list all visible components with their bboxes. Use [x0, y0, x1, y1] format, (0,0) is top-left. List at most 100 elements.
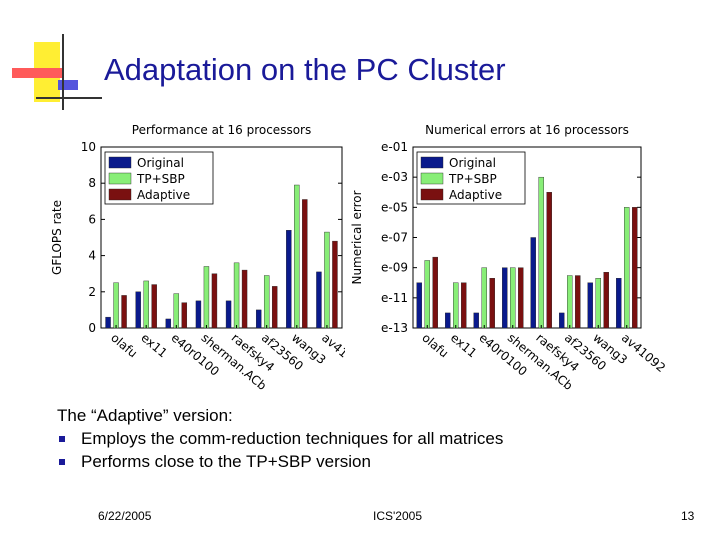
bar [121, 295, 127, 329]
bar [489, 278, 495, 329]
legend-label: Original [137, 156, 184, 170]
bar [461, 282, 467, 329]
bar [225, 300, 232, 329]
legend-label: Adaptive [137, 188, 190, 202]
slide-title: Adaptation on the PC Cluster [104, 52, 506, 87]
bar [332, 240, 338, 329]
bar [538, 176, 544, 329]
legend-label: TP+SBP [448, 172, 497, 186]
numerical-error-chart: Numerical errors at 16 processors Numeric… [350, 123, 668, 390]
y-tick-label: 0 [88, 321, 96, 335]
bullet-item: Employs the comm-reduction techniques fo… [57, 427, 503, 450]
accent-blue-bar [58, 80, 78, 90]
bar [255, 309, 262, 329]
bar [432, 256, 438, 329]
bar [424, 260, 430, 329]
bar [173, 293, 180, 329]
legend-swatch [420, 172, 444, 185]
bullet-item: Performs close to the TP+SBP version [57, 450, 503, 473]
legend-label: TP+SBP [136, 172, 185, 186]
bar [624, 207, 630, 329]
bar [181, 302, 188, 329]
bar [302, 199, 308, 329]
intro-text: The “Adaptive” version: [57, 406, 233, 425]
y-tick-label: e-01 [381, 140, 408, 154]
bar [203, 266, 210, 329]
bar [518, 267, 524, 329]
bar [294, 184, 300, 329]
bullet-text: Employs the comm-reduction techniques fo… [81, 429, 504, 448]
legend-swatch [108, 172, 132, 185]
bar [567, 275, 573, 329]
bar [510, 267, 516, 329]
bar [286, 230, 292, 329]
y-tick-label: 4 [88, 249, 96, 263]
bar [481, 267, 487, 329]
legend-swatch [108, 156, 132, 169]
x-tick-label: ex11 [448, 331, 480, 361]
legend-swatch [108, 188, 132, 201]
legend-label: Original [449, 156, 496, 170]
performance-chart: Performance at 16 processors GFLOPS rate 0… [50, 123, 345, 390]
legend-label: Adaptive [449, 188, 502, 202]
y-tick-label: 8 [88, 176, 96, 190]
legend-swatch [420, 188, 444, 201]
bar [616, 278, 622, 329]
x-tick-label: olafu [108, 331, 140, 361]
bar [241, 269, 248, 329]
slide-body: The “Adaptive” version: Employs the comm… [57, 404, 503, 473]
accent-red-bar [12, 68, 64, 78]
bar [105, 316, 111, 329]
bar [595, 278, 601, 329]
accent-horizontal-line [36, 97, 102, 99]
y-tick-label: e-11 [381, 291, 408, 305]
footer-page-number: 13 [681, 509, 695, 523]
footer-conference: ICS'2005 [373, 509, 422, 523]
bar [195, 300, 202, 329]
bullet-square-icon [59, 435, 65, 442]
bar [271, 286, 278, 329]
y-tick-label: 6 [88, 212, 96, 226]
bar [211, 273, 218, 329]
bar [143, 280, 149, 329]
y-tick-label: e-07 [381, 231, 408, 245]
y-tick-label: e-09 [381, 261, 408, 275]
bar [233, 262, 240, 329]
bar [316, 271, 322, 329]
y-tick-label: e-13 [381, 321, 408, 335]
bar [502, 267, 508, 329]
y-axis-label: GFLOPS rate [50, 200, 64, 275]
bar [530, 237, 536, 329]
x-tick-label: ex11 [138, 331, 170, 361]
y-tick-label: 2 [88, 285, 96, 299]
accent-vertical-line [62, 34, 64, 110]
y-tick-label: 10 [81, 140, 96, 154]
x-tick-label: olafu [419, 331, 451, 361]
corner-accent [0, 0, 110, 110]
y-tick-label: e-05 [381, 200, 408, 214]
chart-title: Numerical errors at 16 processors [425, 123, 629, 137]
bar [445, 312, 451, 329]
bar [587, 282, 593, 329]
bullet-text: Performs close to the TP+SBP version [81, 452, 371, 471]
bar [453, 282, 459, 329]
chart-title: Performance at 16 processors [132, 123, 311, 137]
plot-frame [100, 146, 343, 329]
bar [546, 192, 552, 329]
legend-swatch [420, 156, 444, 169]
bar [135, 291, 141, 329]
bar [603, 272, 609, 329]
bar [113, 282, 119, 329]
bar [559, 312, 565, 329]
bar [165, 318, 172, 329]
y-tick-label: e-03 [381, 170, 408, 184]
bar [575, 275, 581, 329]
bar [416, 282, 422, 329]
bar [263, 275, 270, 329]
footer-date: 6/22/2005 [98, 509, 152, 523]
bullet-square-icon [59, 458, 65, 465]
bar [632, 207, 638, 329]
y-axis-label: Numerical error [350, 190, 364, 284]
bar [151, 284, 157, 329]
bar [324, 231, 330, 329]
